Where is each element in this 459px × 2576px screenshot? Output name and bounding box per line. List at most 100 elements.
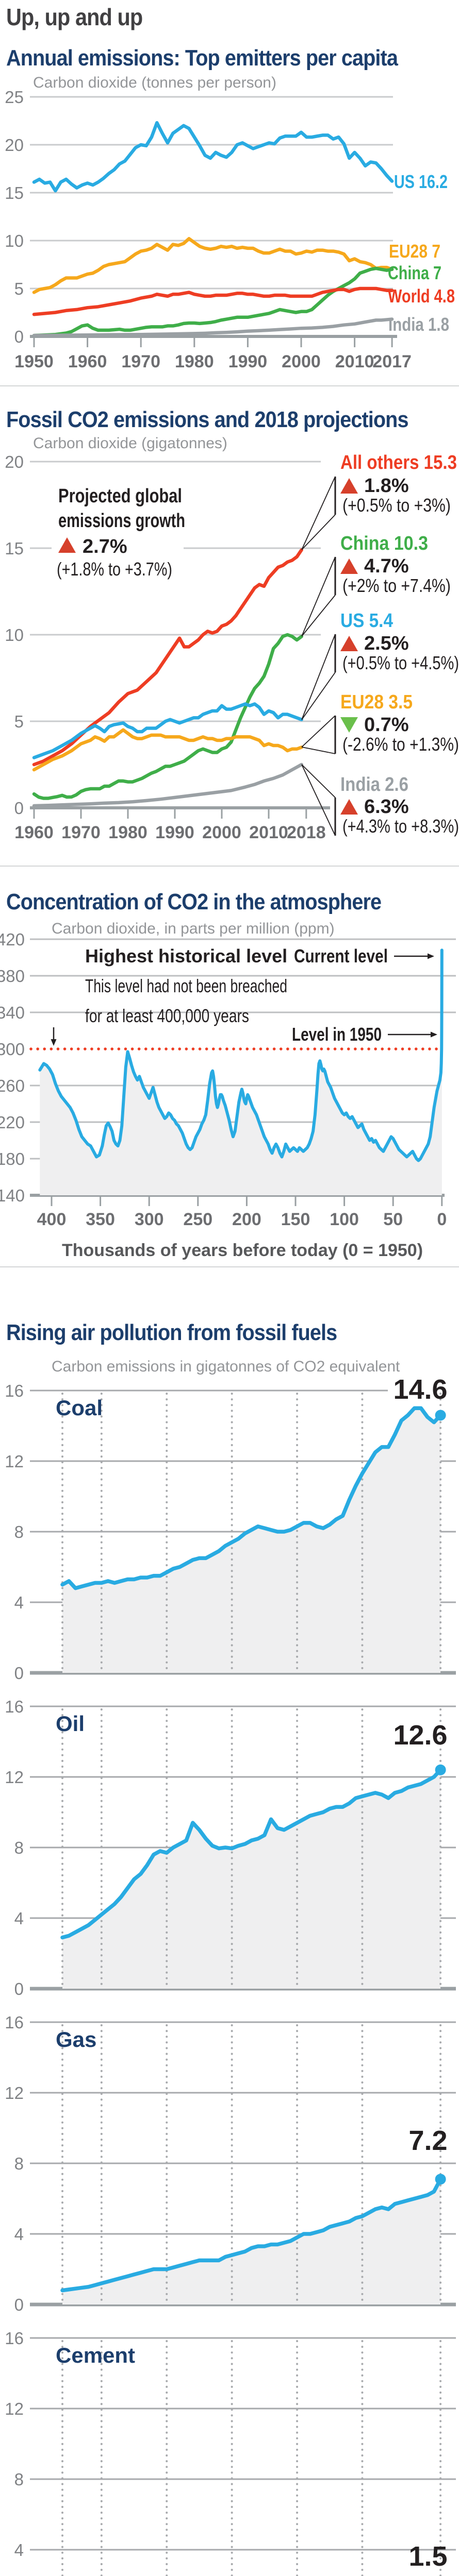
per-capita-line-us: [32, 121, 394, 193]
section-title-per-capita: Annual emissions: Top emitters per capit…: [6, 45, 398, 71]
fossil-emissions-ytick-0: 0: [14, 799, 24, 818]
page-title: Up, up and up: [6, 4, 143, 30]
oil-ytick-16: 16: [5, 1697, 24, 1716]
highest-historical-level-line2: This level had not been breached: [85, 975, 287, 996]
oil-value: 12.6: [393, 1720, 447, 1751]
gas-value: 7.2: [408, 2125, 447, 2156]
india-2-6-pct-change: 6.3%: [364, 796, 409, 818]
eu28-3-5-range: (-2.6% to +1.3%): [342, 734, 459, 755]
co2-concentration-area-co2-ppm: [40, 950, 442, 1195]
fossil-emissions-ytick-10: 10: [5, 625, 24, 645]
fossil-emissions-xtick-2018: 2018: [287, 823, 326, 842]
chart-element: [301, 747, 336, 754]
co2-concentration-xtick-200: 200: [232, 1210, 261, 1229]
callout-label-us-5-4: US 5.4: [340, 610, 393, 632]
projected-growth-line1: Projected global: [58, 485, 182, 507]
co2-concentration-unit-label: Carbon dioxide, in parts per million (pp…: [52, 922, 335, 937]
projected-growth-range: (+1.8% to +3.7%): [57, 558, 172, 580]
section-title-fossil-emissions: Fossil CO2 emissions and 2018 projection…: [6, 407, 408, 432]
fossil-emissions-xtick-2000: 2000: [202, 823, 241, 842]
per-capita-series-label-india: India 1.8: [388, 314, 449, 335]
co2-concentration-ytick-300: 300: [0, 1040, 25, 1059]
highest-historical-level-line3: for at least 400,000 years: [85, 1005, 249, 1026]
per-capita-ytick-15: 15: [5, 183, 24, 202]
chart-element: [301, 514, 336, 550]
per-capita-ytick-20: 20: [5, 135, 24, 155]
oil-line-oil: [60, 1768, 442, 1940]
callout-label-china-10-3: China 10.3: [340, 533, 428, 554]
per-capita-xtick-2000: 2000: [282, 352, 321, 371]
cement-ytick-16: 16: [5, 2329, 24, 2348]
chart-element: [301, 634, 336, 720]
callout-label-india-2-6: India 2.6: [340, 774, 408, 795]
per-capita-xtick-1960: 1960: [68, 352, 107, 371]
china-10-3-trend-up-triangle-icon: [340, 558, 358, 574]
fossil-emissions-xtick-1960: 1960: [14, 823, 54, 842]
per-capita-line-world: [32, 286, 394, 316]
co2-concentration-ytick-380: 380: [0, 967, 25, 986]
section-divider: [0, 385, 459, 386]
oil-title: Oil: [56, 1711, 85, 1736]
fossil-emissions-ytick-5: 5: [14, 712, 24, 731]
chart-coal-emissions: 16 12 8 4 0 Coal 14.6: [5, 1378, 456, 1683]
fossil-emissions-unit-label: Carbon dioxide (gigatonnes): [33, 435, 227, 452]
co2-concentration-ytick-420: 420: [0, 930, 25, 949]
per-capita-xtick-2017: 2017: [372, 352, 412, 371]
all-others-15-3-pct-change: 1.8%: [364, 475, 409, 497]
fossil-emissions-ytick-15: 15: [5, 539, 24, 558]
co2-concentration-ytick-140: 140: [0, 1186, 25, 1205]
per-capita-xtick-1950: 1950: [14, 352, 54, 371]
chart-element: [301, 764, 336, 836]
per-capita-xtick-1970: 1970: [121, 352, 160, 371]
chart-annual-emissions-per-capita: Carbon dioxide (tonnes per person) 25 20 15…: [5, 75, 455, 371]
fossil-fuels-unit-label: Carbon emissions in gigatonnes of CO2 eq…: [52, 1358, 400, 1375]
current-level-label: Current level: [294, 945, 388, 967]
chart-element: [428, 953, 434, 959]
co2-concentration-xtick-250: 250: [183, 1210, 212, 1229]
per-capita-ytick-25: 25: [5, 88, 24, 107]
co2-concentration-xtick-50: 50: [383, 1210, 403, 1229]
per-capita-ytick-5: 5: [14, 279, 24, 298]
co2-concentration-xtick-150: 150: [281, 1210, 310, 1229]
gas-area-gas: [62, 2179, 441, 2304]
gas-end-dot-gas: [435, 2174, 446, 2185]
gas-ytick-4: 4: [14, 2225, 24, 2244]
fossil-emissions-line-us: [32, 702, 303, 759]
fossil-emissions-line-all-others: [32, 548, 303, 767]
fossil-emissions-line-india: [32, 762, 303, 808]
chart-fossil-co2-emissions-projections: Carbon dioxide (gigatonnes) 20 15 10 5 0 1960 1…: [5, 435, 459, 842]
co2-concentration-ytick-220: 220: [0, 1113, 25, 1132]
gas-ytick-8: 8: [14, 2154, 24, 2173]
chart-element: [301, 715, 336, 748]
chart-element: [51, 1039, 57, 1046]
co2-concentration-xtick-350: 350: [86, 1210, 115, 1229]
coal-area-coal: [62, 1408, 441, 1673]
per-capita-series-label-china: China 7: [388, 262, 441, 283]
per-capita-series-label-us: US 16.2: [394, 171, 448, 192]
section-title-co2-concentration: Concentration of CO2 in the atmosphere: [6, 889, 382, 914]
chart-oil-emissions: 16 12 8 4 0 Oil 12.6: [5, 1697, 456, 1998]
highest-historical-level-title: Highest historical level: [85, 945, 287, 967]
coal-ytick-12: 12: [5, 1452, 24, 1471]
coal-ytick-4: 4: [14, 1593, 24, 1612]
x-axis-title: Thousands of years before today (0 = 195…: [62, 1241, 423, 1260]
per-capita-ytick-0: 0: [14, 327, 24, 346]
coal-ytick-0: 0: [14, 1664, 24, 1683]
per-capita-line-india: [32, 317, 394, 337]
per-capita-series-label-eu28: EU28 7: [389, 241, 440, 262]
chart-element: [301, 476, 336, 550]
co2-concentration-line-co2-ppm: [38, 948, 444, 1162]
fossil-emissions-xtick-1990: 1990: [155, 823, 194, 842]
india-2-6-trend-up-triangle-icon: [340, 799, 358, 815]
oil-ytick-0: 0: [14, 1979, 24, 1998]
per-capita-line-eu28: [32, 237, 394, 294]
cement-ytick-12: 12: [5, 2399, 24, 2418]
per-capita-series-label-world: World 4.8: [388, 285, 455, 307]
coal-ytick-16: 16: [5, 1381, 24, 1400]
chart-co2-atmosphere-concentration: Carbon dioxide, in parts per million (pp…: [0, 922, 456, 1260]
co2-concentration-ytick-260: 260: [0, 1076, 25, 1095]
fossil-emissions-xtick-2010: 2010: [249, 823, 288, 842]
coal-value: 14.6: [393, 1378, 447, 1405]
oil-end-dot-oil: [435, 1764, 446, 1775]
